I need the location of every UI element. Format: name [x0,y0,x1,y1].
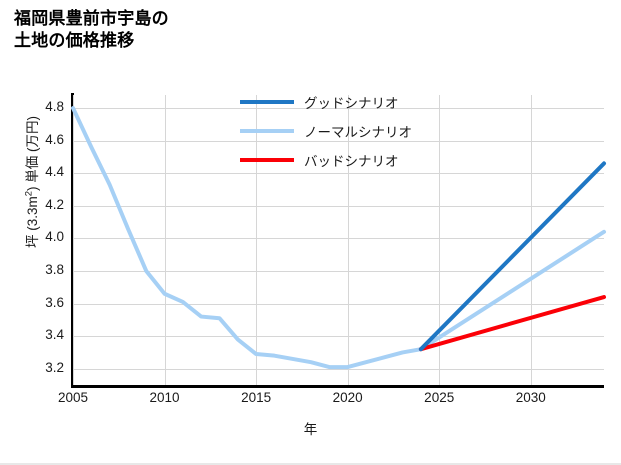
plot-area [71,95,606,385]
gridline-vertical [73,95,74,385]
y-tick-label: 4.8 [45,99,64,115]
y-tick-label: 4.6 [45,131,64,147]
gridline-horizontal [73,108,604,109]
gridline-vertical [256,95,258,385]
chart-legend: グッドシナリオ ノーマルシナリオ バッドシナリオ [240,92,412,170]
gridline-horizontal [73,368,604,370]
legend-label-normal: ノーマルシナリオ [304,125,412,140]
legend-item-bad[interactable]: バッドシナリオ [240,150,412,170]
x-tick-label: 2005 [57,390,89,405]
y-tick-label: 3.8 [45,261,64,277]
gridline-vertical [347,95,349,385]
legend-swatch-good [240,100,294,104]
gridline-horizontal [73,173,604,175]
x-tick-label: 2010 [149,390,180,405]
y-tick-label: 3.6 [45,294,64,310]
gridline-horizontal [73,271,604,272]
y-tick-label: 3.4 [45,327,64,343]
gridline-horizontal [73,303,604,305]
y-axis-title-pre: 坪 (3.3m [25,196,40,249]
x-tick-label: 2020 [332,390,363,405]
x-tick-label: 2015 [241,390,272,405]
y-tick-label: 4.2 [45,196,64,212]
y-tick-label: 4.0 [45,229,64,245]
y-axis-title: 坪 (3.3m2) 単価 (万円) [21,57,41,307]
y-axis-title-post: ) 単価 (万円) [25,115,40,191]
legend-swatch-bad [240,158,294,162]
line-good-scenario [418,161,606,352]
chart-title: 福岡県豊前市宇島の 土地の価格推移 [14,9,169,51]
gridline-horizontal [73,140,604,142]
legend-item-good[interactable]: グッドシナリオ [240,92,412,112]
legend-swatch-normal [240,129,294,133]
gridline-vertical [439,95,441,385]
gridline-vertical [164,95,166,385]
y-axis-title-sup: 2 [23,190,35,197]
legend-item-normal[interactable]: ノーマルシナリオ [240,121,412,141]
y-tick-label: 3.2 [45,359,64,375]
gridline-horizontal [73,238,604,240]
line-normal-scenario [418,229,606,352]
y-tick-label: 4.4 [45,164,64,180]
x-tick-label: 2030 [515,390,546,405]
gridline-horizontal [73,205,604,207]
chart-lines [71,106,606,370]
x-axis-title: 年 [303,422,318,437]
x-axis-line [71,385,604,388]
line-bad-scenario [418,295,606,352]
legend-label-good: グッドシナリオ [304,96,399,111]
gridline-horizontal [73,336,604,338]
y-axis-line [71,93,74,387]
legend-label-bad: バッドシナリオ [304,154,399,169]
x-tick-label: 2025 [424,390,455,405]
line-history [71,106,423,370]
